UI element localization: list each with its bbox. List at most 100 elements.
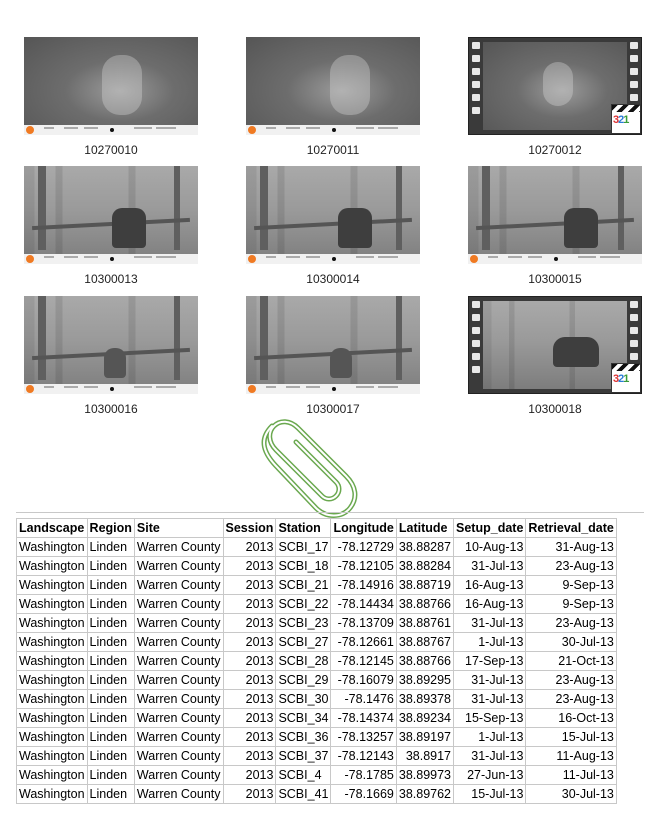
cell-latitude[interactable]: 38.89234 [395, 708, 455, 728]
cell-session[interactable]: 2013 [222, 556, 277, 576]
cell-region[interactable]: Linden [86, 670, 135, 690]
cell-station[interactable]: SCBI_36 [275, 727, 332, 747]
video-thumbnail[interactable]: 321 [468, 296, 642, 394]
cell-longitude[interactable]: -78.13709 [330, 613, 397, 633]
col-header-longitude[interactable]: Longitude [330, 518, 397, 538]
col-header-station[interactable]: Station [275, 518, 332, 538]
cell-setup-date[interactable]: 16-Aug-13 [453, 594, 527, 614]
cell-session[interactable]: 2013 [222, 632, 277, 652]
cell-latitude[interactable]: 38.89295 [395, 670, 455, 690]
cell-retrieval-date[interactable]: 31-Aug-13 [525, 537, 617, 557]
cell-setup-date[interactable]: 15-Jul-13 [453, 784, 527, 804]
cell-session[interactable]: 2013 [222, 594, 277, 614]
cell-session[interactable]: 2013 [222, 575, 277, 595]
photo-thumbnail[interactable] [468, 166, 642, 264]
cell-setup-date[interactable]: 17-Sep-13 [453, 651, 527, 671]
col-header-region[interactable]: Region [86, 518, 135, 538]
cell-retrieval-date[interactable]: 9-Sep-13 [525, 575, 617, 595]
cell-station[interactable]: SCBI_28 [275, 651, 332, 671]
cell-latitude[interactable]: 38.8917 [395, 746, 455, 766]
cell-session[interactable]: 2013 [222, 613, 277, 633]
cell-site[interactable]: Warren County [133, 784, 224, 804]
cell-retrieval-date[interactable]: 9-Sep-13 [525, 594, 617, 614]
cell-landscape[interactable]: Washington [16, 537, 88, 557]
cell-longitude[interactable]: -78.13257 [330, 727, 397, 747]
cell-longitude[interactable]: -78.12145 [330, 651, 397, 671]
cell-setup-date[interactable]: 1-Jul-13 [453, 632, 527, 652]
cell-region[interactable]: Linden [86, 708, 135, 728]
cell-landscape[interactable]: Washington [16, 784, 88, 804]
cell-setup-date[interactable]: 16-Aug-13 [453, 575, 527, 595]
photo-thumbnail[interactable] [24, 37, 198, 135]
cell-setup-date[interactable]: 31-Jul-13 [453, 746, 527, 766]
cell-retrieval-date[interactable]: 23-Aug-13 [525, 689, 617, 709]
cell-region[interactable]: Linden [86, 537, 135, 557]
photo-thumbnail[interactable] [24, 296, 198, 394]
cell-session[interactable]: 2013 [222, 727, 277, 747]
cell-site[interactable]: Warren County [133, 727, 224, 747]
cell-session[interactable]: 2013 [222, 670, 277, 690]
cell-region[interactable]: Linden [86, 765, 135, 785]
cell-latitude[interactable]: 38.88767 [395, 632, 455, 652]
cell-landscape[interactable]: Washington [16, 613, 88, 633]
cell-station[interactable]: SCBI_30 [275, 689, 332, 709]
cell-region[interactable]: Linden [86, 689, 135, 709]
cell-station[interactable]: SCBI_18 [275, 556, 332, 576]
cell-setup-date[interactable]: 1-Jul-13 [453, 727, 527, 747]
cell-latitude[interactable]: 38.88766 [395, 594, 455, 614]
cell-session[interactable]: 2013 [222, 689, 277, 709]
cell-station[interactable]: SCBI_22 [275, 594, 332, 614]
cell-session[interactable]: 2013 [222, 765, 277, 785]
cell-setup-date[interactable]: 31-Jul-13 [453, 670, 527, 690]
cell-setup-date[interactable]: 15-Sep-13 [453, 708, 527, 728]
cell-site[interactable]: Warren County [133, 594, 224, 614]
cell-region[interactable]: Linden [86, 727, 135, 747]
cell-latitude[interactable]: 38.89762 [395, 784, 455, 804]
cell-landscape[interactable]: Washington [16, 594, 88, 614]
cell-session[interactable]: 2013 [222, 746, 277, 766]
cell-latitude[interactable]: 38.89197 [395, 727, 455, 747]
cell-retrieval-date[interactable]: 23-Aug-13 [525, 556, 617, 576]
cell-station[interactable]: SCBI_4 [275, 765, 332, 785]
cell-retrieval-date[interactable]: 21-Oct-13 [525, 651, 617, 671]
cell-region[interactable]: Linden [86, 784, 135, 804]
cell-station[interactable]: SCBI_37 [275, 746, 332, 766]
cell-site[interactable]: Warren County [133, 651, 224, 671]
cell-longitude[interactable]: -78.12729 [330, 537, 397, 557]
photo-thumbnail[interactable] [246, 37, 420, 135]
cell-retrieval-date[interactable]: 16-Oct-13 [525, 708, 617, 728]
cell-longitude[interactable]: -78.1785 [330, 765, 397, 785]
col-header-site[interactable]: Site [133, 518, 224, 538]
cell-landscape[interactable]: Washington [16, 632, 88, 652]
cell-retrieval-date[interactable]: 15-Jul-13 [525, 727, 617, 747]
cell-station[interactable]: SCBI_27 [275, 632, 332, 652]
cell-latitude[interactable]: 38.88287 [395, 537, 455, 557]
cell-landscape[interactable]: Washington [16, 746, 88, 766]
cell-landscape[interactable]: Washington [16, 651, 88, 671]
photo-thumbnail[interactable] [246, 296, 420, 394]
cell-longitude[interactable]: -78.12105 [330, 556, 397, 576]
cell-setup-date[interactable]: 10-Aug-13 [453, 537, 527, 557]
cell-site[interactable]: Warren County [133, 575, 224, 595]
cell-retrieval-date[interactable]: 30-Jul-13 [525, 632, 617, 652]
cell-region[interactable]: Linden [86, 651, 135, 671]
cell-region[interactable]: Linden [86, 613, 135, 633]
cell-site[interactable]: Warren County [133, 689, 224, 709]
cell-station[interactable]: SCBI_34 [275, 708, 332, 728]
cell-setup-date[interactable]: 27-Jun-13 [453, 765, 527, 785]
cell-site[interactable]: Warren County [133, 537, 224, 557]
cell-session[interactable]: 2013 [222, 651, 277, 671]
video-thumbnail[interactable]: 321 [468, 37, 642, 135]
cell-session[interactable]: 2013 [222, 537, 277, 557]
cell-longitude[interactable]: -78.12143 [330, 746, 397, 766]
cell-setup-date[interactable]: 31-Jul-13 [453, 613, 527, 633]
cell-landscape[interactable]: Washington [16, 765, 88, 785]
cell-longitude[interactable]: -78.14434 [330, 594, 397, 614]
cell-latitude[interactable]: 38.88284 [395, 556, 455, 576]
cell-retrieval-date[interactable]: 11-Jul-13 [525, 765, 617, 785]
cell-latitude[interactable]: 38.88766 [395, 651, 455, 671]
cell-landscape[interactable]: Washington [16, 670, 88, 690]
cell-site[interactable]: Warren County [133, 556, 224, 576]
cell-longitude[interactable]: -78.1669 [330, 784, 397, 804]
photo-thumbnail[interactable] [246, 166, 420, 264]
